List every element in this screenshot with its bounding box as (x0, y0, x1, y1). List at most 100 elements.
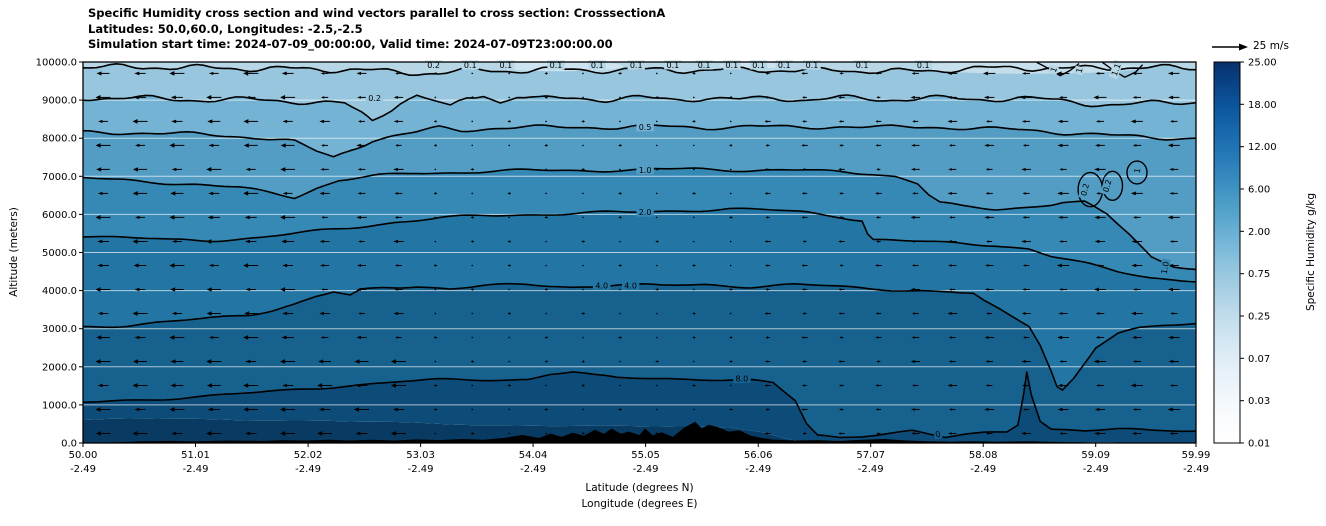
plot-area (83, 62, 1196, 443)
x-tick-label-lon: -2.49 (1083, 464, 1109, 475)
contour-label: 0.2 (1079, 182, 1091, 197)
contour-line-2.0 (83, 207, 1196, 283)
colorbar-tick-label: 0.07 (1248, 354, 1270, 365)
contour-label: 0.1 (752, 61, 765, 70)
x-tick-label-lon: -2.49 (408, 464, 434, 475)
wind-legend-label: 25 m/s (1253, 40, 1289, 52)
humidity-band-2 (83, 283, 1196, 438)
contour-label: 1 (1133, 167, 1143, 174)
contour-label: 1 (1075, 67, 1085, 74)
title-line-3: Simulation start time: 2024-07-09_00:00:… (88, 37, 613, 51)
colorbar-tick-label: 25.00 (1248, 58, 1277, 69)
contour-label: 0.1 (806, 61, 819, 70)
y-tick-label: 4000.0 (42, 286, 77, 297)
contour-label: 0.2 (1101, 179, 1113, 194)
x-tick-label-lat: 52.02 (294, 450, 323, 461)
colorbar-tick-label: 6.00 (1248, 185, 1270, 196)
contour-label: 0.1 (917, 61, 930, 70)
x-tick-label-lon: -2.49 (70, 464, 96, 475)
x-tick-label-lon: -2.49 (295, 464, 321, 475)
x-tick-label-lat: 51.01 (181, 450, 210, 461)
contour-labels: 0.2 0.5 1.0 2.0 4.0 4.0 8.0 0.2 0.1 0.1 0.1 0.1 0.1 0… (365, 59, 1171, 439)
x-tick-label-lon: -2.49 (633, 464, 659, 475)
humidity-band-5 (83, 124, 1196, 270)
colorbar-tick-label: 0.03 (1248, 396, 1270, 407)
y-tick-label: 6000.0 (42, 210, 77, 221)
humidity-band-3 (83, 208, 1196, 391)
contour-label: 2.0 (639, 208, 652, 217)
colorbar-tick-label: 12.00 (1248, 142, 1277, 153)
contour-label: 0.1 (500, 61, 513, 70)
x-tick-label-lon: -2.49 (858, 464, 884, 475)
x-tick-label-lat: 50.00 (69, 450, 98, 461)
x-tick-label-lat: 53.03 (406, 450, 435, 461)
title-line-1: Specific Humidity cross section and wind… (88, 6, 666, 20)
contour-label: 0.1 (464, 61, 477, 70)
humidity-band-0 (83, 418, 1196, 443)
wind-reference-arrow (1212, 43, 1248, 51)
x-axis-title-latitude: Latitude (degrees N) (585, 482, 694, 494)
contour-label: 1 (1049, 66, 1059, 74)
humidity-band-7 (83, 63, 1196, 121)
contour-label: 0.1 (698, 61, 711, 70)
x-tick-label-lon: -2.49 (183, 464, 209, 475)
colorbar (1213, 61, 1241, 444)
contour-lines (83, 62, 1196, 439)
humidity-band-4 (83, 168, 1196, 282)
contour-label: 0 (934, 429, 941, 439)
x-tick-label-lon: -2.49 (1183, 464, 1209, 475)
terrain-silhouette (83, 421, 1196, 443)
contour-label: 0.1 (778, 61, 791, 70)
x-tick-label-lat: 57.07 (856, 450, 885, 461)
x-tick-label-lat: 56.06 (744, 450, 773, 461)
colorbar-ticks: 25.00 18.00 12.00 6.00 2.00 0.75 0.25 0.07 0.03 0… (1240, 58, 1277, 450)
contour-label: 0.1 (726, 61, 739, 70)
contour-label: 0.5 (639, 123, 652, 132)
contour-label: 4.0 (624, 281, 637, 290)
y-tick-label: 5000.0 (42, 248, 77, 259)
contour-label: 0.1 (667, 61, 680, 70)
contour-label: 0.1 (591, 61, 604, 70)
colorbar-tick-label: 0.75 (1248, 269, 1270, 280)
y-tick-label: 2000.0 (42, 362, 77, 373)
x-axis-ticks: 50.00 -2.49 51.01 -2.49 52.02 -2.49 53.03 -2.49… (69, 443, 1211, 475)
y-axis-ticks: 0.0 1000.0 2000.0 3000.0 4000.0 5000.0 6000.0 7… (36, 58, 83, 450)
x-tick-label-lat: 59.09 (1081, 450, 1110, 461)
contour-label: 1.1 (1110, 62, 1123, 77)
colorbar-title: Specific Humidity g/kg (1305, 192, 1317, 312)
contour-label: 0.1 (550, 61, 563, 70)
contour-line-4.0 (83, 282, 1196, 391)
x-tick-label-lat: 59.99 (1182, 450, 1211, 461)
contour-label: 1.0 (639, 166, 652, 175)
colorbar-tick-label: 0.01 (1248, 439, 1270, 450)
y-axis-title: Altitude (meters) (8, 207, 20, 297)
x-tick-label-lon: -2.49 (745, 464, 771, 475)
y-tick-label: 0.0 (61, 439, 77, 450)
contour-label: 0.2 (368, 94, 381, 103)
contour-label: 0.1 (630, 61, 643, 70)
y-tick-label: 7000.0 (42, 172, 77, 183)
contour-loop-2 (1126, 160, 1148, 185)
colorbar-tick-label: 18.00 (1248, 100, 1277, 111)
y-tick-label: 9000.0 (42, 96, 77, 107)
contour-label: 4.0 (595, 281, 608, 290)
x-tick-label-lat: 54.04 (519, 450, 548, 461)
contour-label: 0.1 (856, 61, 869, 70)
humidity-band-6 (83, 95, 1196, 157)
title-line-2: Latitudes: 50.0,60.0, Longitudes: -2.5,-… (88, 21, 363, 36)
colorbar-tick-label: 0.25 (1248, 312, 1270, 323)
wind-arrows (95, 71, 1180, 436)
x-tick-label-lat: 58.08 (969, 450, 998, 461)
humidity-band-1 (83, 371, 1196, 443)
x-tick-label-lon: -2.49 (970, 464, 996, 475)
contour-line-0.2 (83, 94, 1196, 122)
contour-label: 1.0 (1160, 261, 1171, 275)
contour-label: 0.2 (427, 61, 440, 70)
contour-line-8.0 (83, 371, 1196, 439)
y-tick-label: 1000.0 (42, 400, 77, 411)
y-tick-label: 8000.0 (42, 134, 77, 145)
chart-title: Specific Humidity cross section and wind… (88, 6, 665, 53)
contour-label: 8.0 (736, 375, 749, 384)
x-axis-title-longitude: Longitude (degrees E) (581, 498, 698, 510)
